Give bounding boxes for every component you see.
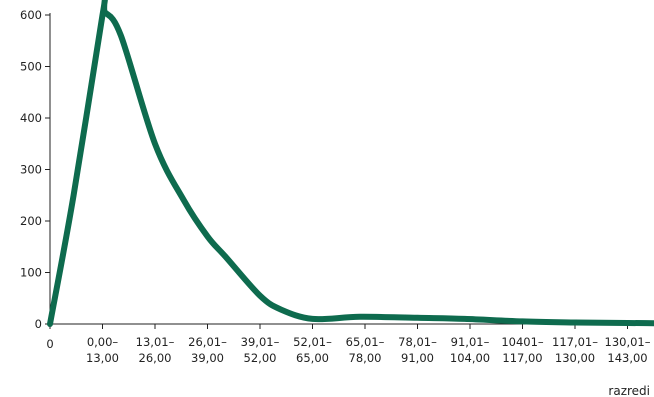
x-tick-label: 130,01– 143,00 (605, 335, 651, 365)
plot-area (47, 0, 654, 327)
x-tick-label: 91,01– 104,00 (450, 335, 490, 365)
x-tick-label: 0,00– 13,00 (86, 335, 119, 365)
x-tick-label: 78,01– 91,00 (398, 335, 437, 365)
x-tick-label: 26,01– 39,00 (188, 335, 227, 365)
y-tick-label: 200 (20, 214, 42, 228)
x-tick-label: 52,01– 65,00 (293, 335, 332, 365)
y-tick-label: 300 (20, 163, 42, 177)
x-tick-label: 39,01– 52,00 (241, 335, 280, 365)
y-tick-label: 400 (20, 111, 42, 125)
x-tick-label: 65,01– 78,00 (346, 335, 385, 365)
y-tick-label: 100 (20, 266, 42, 280)
x-axis-title: razredi (608, 384, 650, 397)
y-tick-label: 600 (20, 8, 42, 22)
y-tick-label: 0 (35, 317, 42, 331)
x-tick-label: 13,01– 26,00 (136, 335, 175, 365)
x-tick-label: 117,01– 130,00 (552, 335, 598, 365)
x-tick-label: 10401– 117,00 (501, 335, 544, 365)
series-line (47, 0, 654, 327)
y-axis: 100 200 300 400 500 600 0 (20, 8, 51, 331)
x-axis: 0 0,00– 13,00 13,01– 26,00 26,01– 39,00 39,01– 5… (46, 323, 654, 365)
x-origin-label: 0 (46, 337, 53, 351)
y-tick-label: 500 (20, 60, 42, 74)
